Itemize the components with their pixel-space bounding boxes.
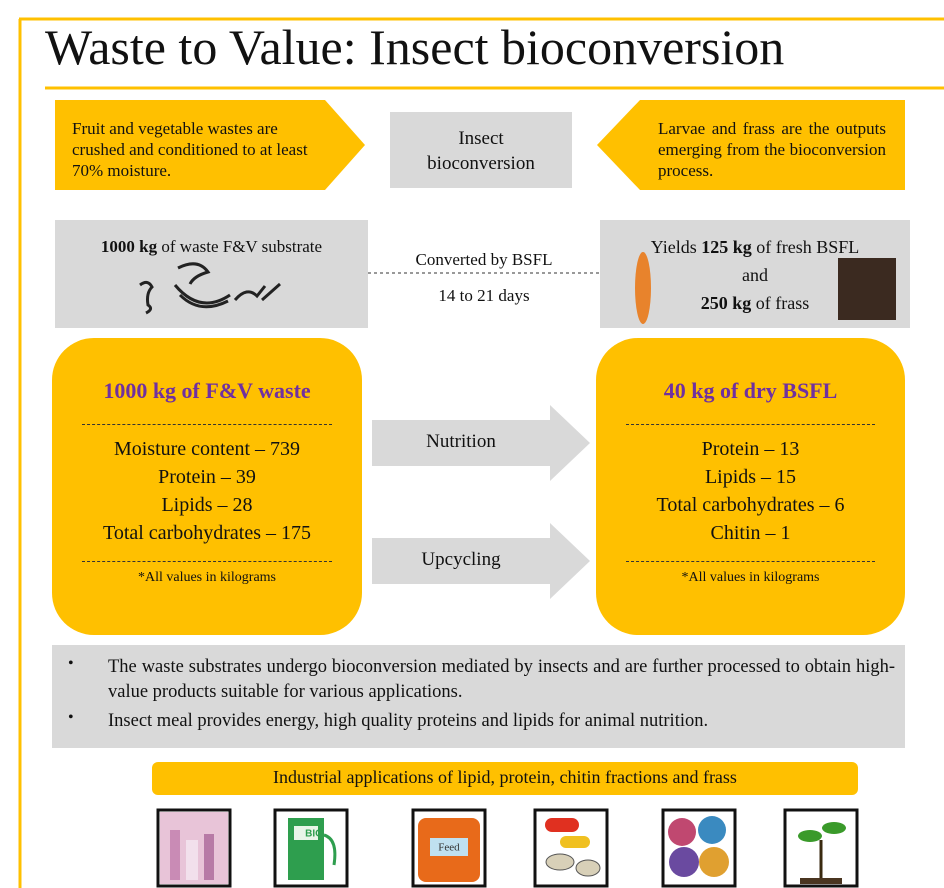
text: of frass [756,293,809,313]
plant-icon [798,822,846,884]
step-text: Fruit and vegetable wastes are crushed a… [72,118,334,181]
step-text: Larvae and frass are the outputs emergin… [658,118,886,181]
waste-box: 1000 kg of F&V waste Moisture content – … [52,378,362,586]
infographic: BIO Feed Waste to Value: Insect bioconve… [0,0,944,888]
line: bioconversion [390,151,572,176]
note: *All values in kilograms [596,570,905,586]
amount: 125 kg [701,237,752,257]
icon-label: BIO [305,829,323,840]
bullet-dot: • [60,655,108,705]
fuel-icon [288,818,335,880]
icon-label: Feed [438,842,460,854]
line: 250 kg of frass [600,289,910,317]
divider [82,424,332,425]
note: *All values in kilograms [52,570,362,586]
larvae-box: 40 kg of dry BSFL Protein – 13 Lipids – … [596,378,905,586]
title: Waste to Value: Insect bioconversion [45,18,784,76]
amount: 250 kg [701,293,752,313]
divider [626,561,875,562]
item: Moisture content – 739 [52,435,362,463]
item: Protein – 39 [52,463,362,491]
icon-frames [158,810,857,886]
arrow-label: Upcycling [372,549,550,571]
bullet-text: The waste substrates undergo bioconversi… [108,655,895,705]
item: Lipids – 28 [52,491,362,519]
bullet-dot: • [60,709,108,734]
item: Protein – 13 [596,435,905,463]
bullet-list: •The waste substrates undergo bioconvers… [60,655,895,734]
duration: 14 to 21 days [368,286,600,306]
banner-text: Industrial applications of lipid, protei… [152,767,858,788]
arrow-label: Nutrition [372,431,550,453]
box-title: 1000 kg of F&V waste [52,378,362,404]
item: Total carbohydrates – 6 [596,491,905,519]
amount: 1000 kg [101,237,157,256]
divider [626,424,875,425]
line: Insect [390,126,572,151]
output-label: Yields 125 kg of fresh BSFL and 250 kg o… [600,233,910,317]
bullet-text: Insect meal provides energy, high qualit… [108,709,708,734]
item: Chitin – 1 [596,519,905,547]
converter: Converted by BSFL [368,250,600,270]
box-title: 40 kg of dry BSFL [596,378,905,404]
text: of fresh BSFL [756,237,859,257]
text: of waste F&V substrate [161,237,322,256]
line: and [600,261,910,289]
text: Yields [651,237,697,257]
cosmetics-icon [160,812,228,884]
bullet: •The waste substrates undergo bioconvers… [60,655,895,705]
step-label: Insect bioconversion [390,126,572,176]
pills-icon [545,818,600,876]
bullet: •Insect meal provides energy, high quali… [60,709,895,734]
item: Lipids – 15 [596,463,905,491]
input-label: 1000 kg of waste F&V substrate [55,237,368,257]
item: Total carbohydrates – 175 [52,519,362,547]
yarn-icon [668,816,729,877]
line: Yields 125 kg of fresh BSFL [600,233,910,261]
divider [82,561,332,562]
